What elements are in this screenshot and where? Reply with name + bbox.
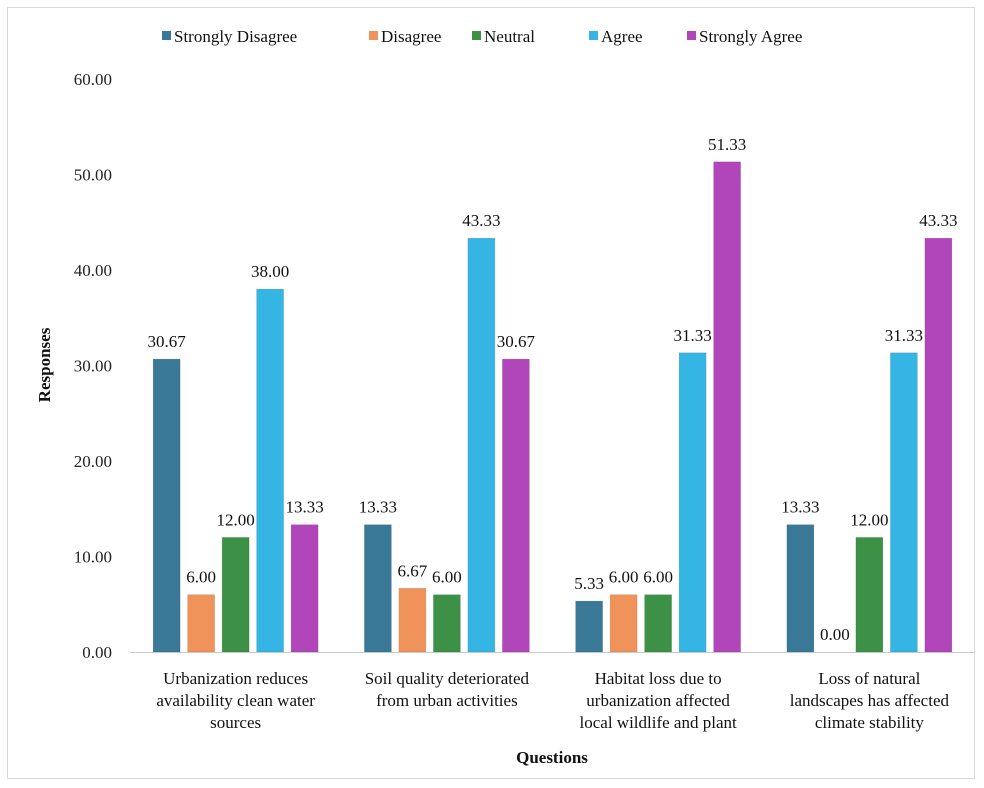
y-tick-label: 60.00 [74, 70, 112, 89]
data-label: 30.67 [497, 332, 536, 351]
legend-label: Agree [601, 27, 643, 46]
bar-agree [256, 288, 284, 653]
bar-neutral [433, 594, 461, 653]
legend-swatch [687, 31, 696, 40]
bar-neutral [855, 537, 884, 653]
legend-label: Neutral [484, 27, 535, 46]
data-label: 43.33 [919, 211, 957, 230]
bars [152, 161, 953, 653]
y-tick-label: 20.00 [74, 452, 112, 471]
y-axis-title: Responses [35, 327, 54, 402]
bar-strongly-disagree [364, 524, 392, 653]
legend-label: Strongly Disagree [174, 27, 297, 46]
x-axis-title: Questions [516, 748, 588, 767]
category-label: landscapes has affected [790, 691, 950, 710]
y-tick-label: 10.00 [74, 548, 112, 567]
category-label: Soil quality deteriorated [365, 669, 530, 688]
legend-label: Strongly Agree [699, 27, 802, 46]
data-label: 6.00 [643, 568, 673, 587]
data-label: 51.33 [708, 135, 746, 154]
data-label: 13.33 [359, 498, 397, 517]
data-label: 31.33 [674, 326, 712, 345]
data-label: 43.33 [462, 211, 500, 230]
data-label: 6.00 [432, 568, 462, 587]
data-label: 0.00 [820, 625, 850, 644]
legend-label: Disagree [381, 27, 441, 46]
data-label: 12.00 [850, 510, 888, 529]
data-label: 13.33 [286, 498, 324, 517]
category-label: local wildlife and plant [580, 713, 737, 732]
bar-disagree [187, 594, 215, 653]
data-label: 31.33 [885, 326, 923, 345]
category-label: from urban activities [376, 691, 518, 710]
data-label: 12.00 [217, 510, 255, 529]
y-axis: 0.00 10.00 20.00 30.00 40.00 50.00 60.00 [74, 70, 112, 662]
category-label: availability clean water [156, 691, 315, 710]
y-tick-label: 0.00 [82, 643, 112, 662]
bar-agree [467, 237, 496, 653]
bar-disagree [398, 588, 427, 653]
bar-strongly-agree [924, 237, 953, 653]
category-label: urbanization affected [586, 691, 730, 710]
category-label: Loss of natural [818, 669, 920, 688]
data-label: 5.33 [574, 574, 604, 593]
bar-strongly-agree [502, 358, 530, 653]
data-label: 13.33 [781, 498, 819, 517]
category-label: Urbanization reduces [163, 669, 308, 688]
bar-disagree [609, 594, 638, 653]
legend: Strongly Disagree Disagree Neutral Agree Str… [162, 27, 802, 46]
y-tick-label: 40.00 [74, 261, 112, 280]
category-label: Habitat loss due to [595, 669, 722, 688]
legend-swatch [162, 31, 171, 40]
bar-neutral [221, 537, 250, 653]
data-label: 6.67 [398, 561, 428, 580]
category-label: sources [210, 713, 261, 732]
legend-swatch [472, 31, 481, 40]
legend-swatch [589, 31, 598, 40]
bar-strongly-disagree [786, 524, 815, 653]
y-tick-label: 30.00 [74, 357, 112, 376]
bar-strongly-disagree [152, 358, 181, 653]
category-label: climate stability [815, 713, 925, 732]
bar-agree [678, 352, 707, 653]
data-label: 6.00 [609, 568, 639, 587]
bar-neutral [644, 594, 672, 653]
data-label: 6.00 [186, 568, 216, 587]
bar-strongly-agree [290, 524, 319, 653]
y-tick-label: 50.00 [74, 166, 112, 185]
data-label: 30.67 [148, 332, 187, 351]
x-axis: Urbanization reduces availability clean w… [130, 652, 975, 732]
bar-strongly-disagree [575, 600, 603, 653]
bar-agree [890, 352, 918, 653]
legend-swatch [369, 31, 378, 40]
bar-strongly-agree [713, 161, 741, 653]
data-label: 38.00 [251, 262, 289, 281]
